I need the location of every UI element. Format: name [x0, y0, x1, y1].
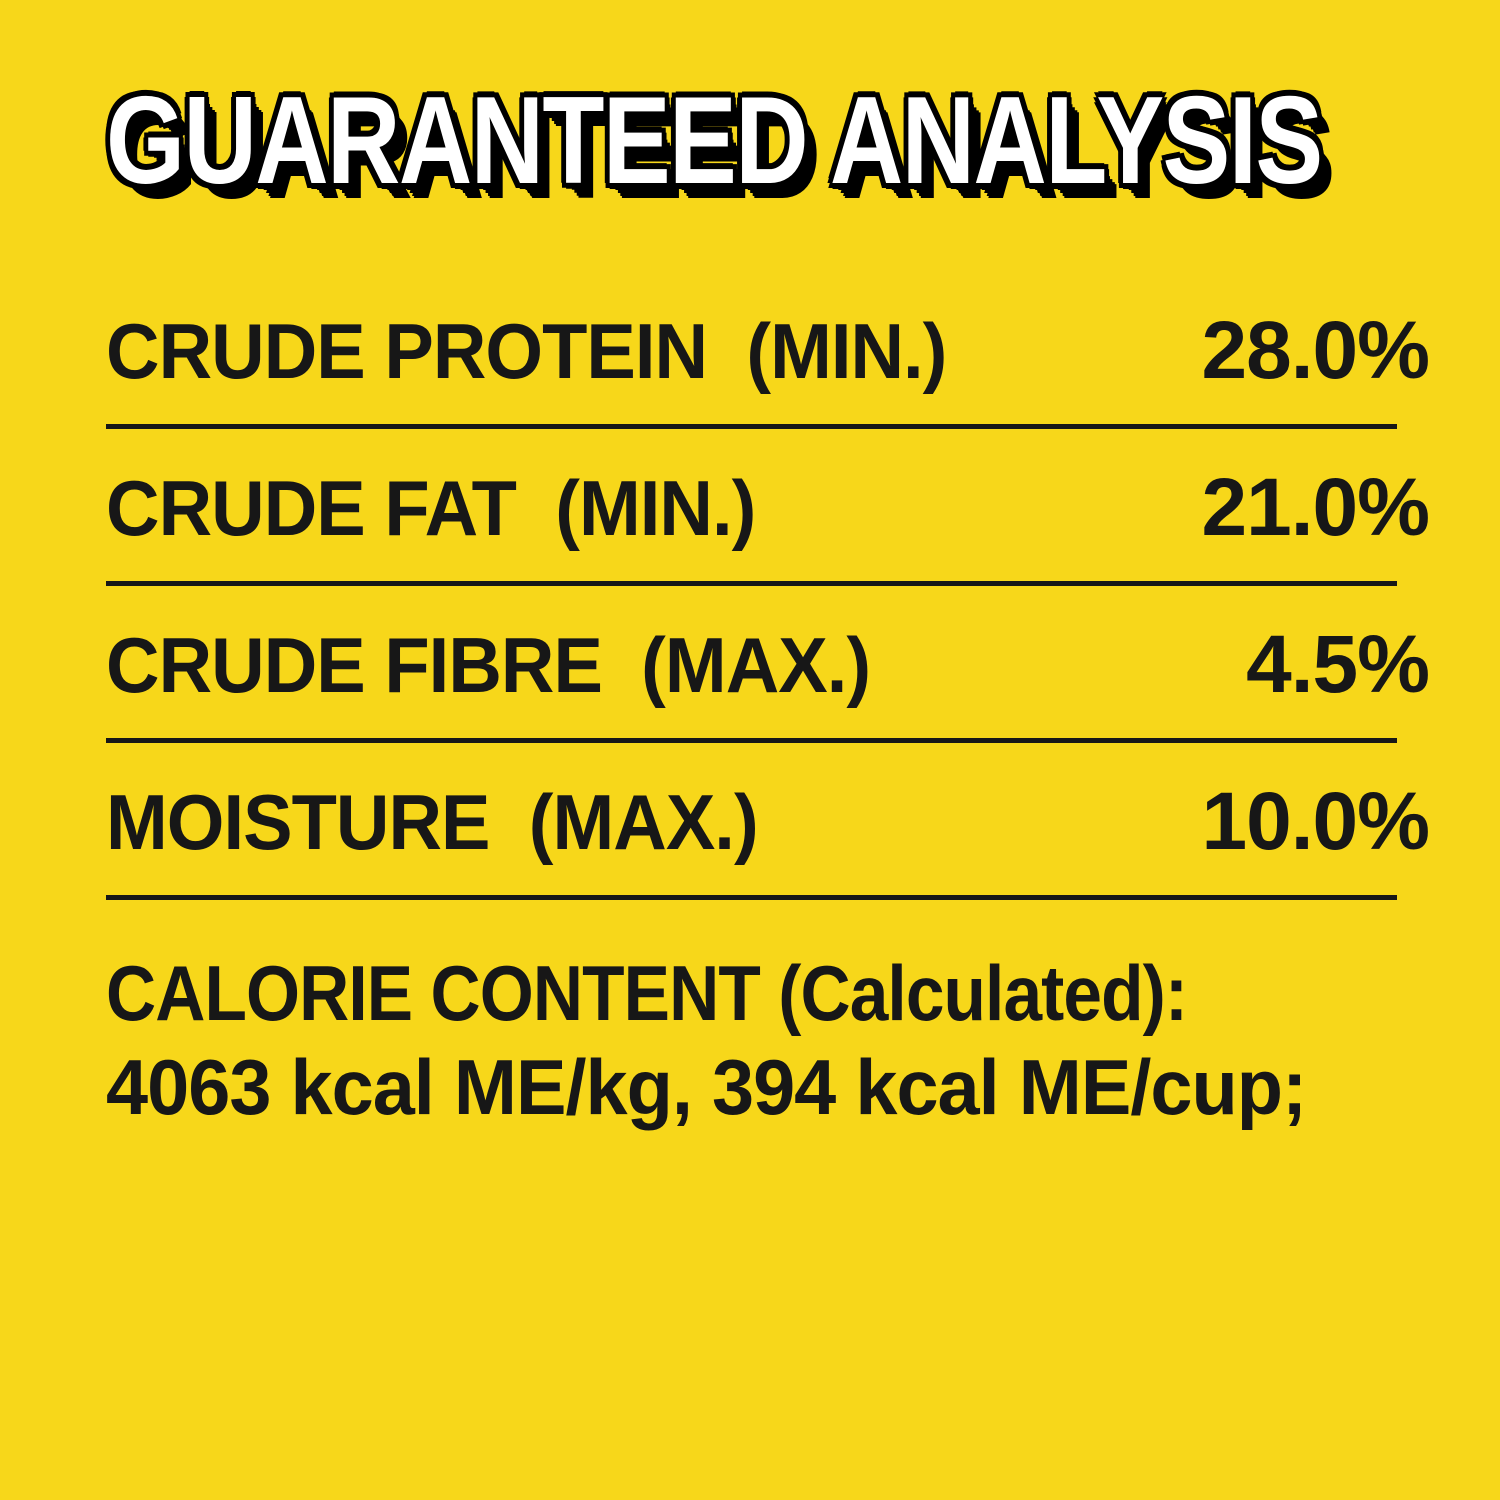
analysis-row-value: 4.5%: [1246, 619, 1430, 711]
analysis-row-value: 21.0%: [1201, 462, 1430, 554]
analysis-row-crude-fibre: CRUDE FIBRE (MAX.) 4.5%: [106, 586, 1430, 744]
analysis-row-value: 28.0%: [1201, 305, 1430, 397]
analysis-row-crude-fat: CRUDE FAT (MIN.) 21.0%: [106, 429, 1430, 587]
analysis-row-label: CRUDE FIBRE (MAX.): [106, 621, 871, 710]
calorie-content-block: CALORIE CONTENT (Calculated): 4063 kcal …: [106, 946, 1397, 1134]
analysis-row-label: CRUDE FAT (MIN.): [106, 464, 756, 553]
calorie-content-value: 4063 kcal ME/kg, 394 kcal ME/cup;: [106, 1043, 1307, 1132]
analysis-table: CRUDE PROTEIN (MIN.) 28.0% CRUDE FAT (MI…: [106, 272, 1430, 901]
guaranteed-analysis-title: GUARANTEED ANALYSIS: [106, 72, 1323, 210]
analysis-row-moisture: MOISTURE (MAX.) 10.0%: [106, 743, 1430, 901]
analysis-row-label: CRUDE PROTEIN (MIN.): [106, 307, 947, 396]
analysis-row-value: 10.0%: [1201, 776, 1430, 868]
analysis-row-crude-protein: CRUDE PROTEIN (MIN.) 28.0%: [106, 272, 1430, 430]
calorie-content-heading: CALORIE CONTENT (Calculated):: [106, 949, 1188, 1038]
analysis-row-label: MOISTURE (MAX.): [106, 778, 759, 867]
